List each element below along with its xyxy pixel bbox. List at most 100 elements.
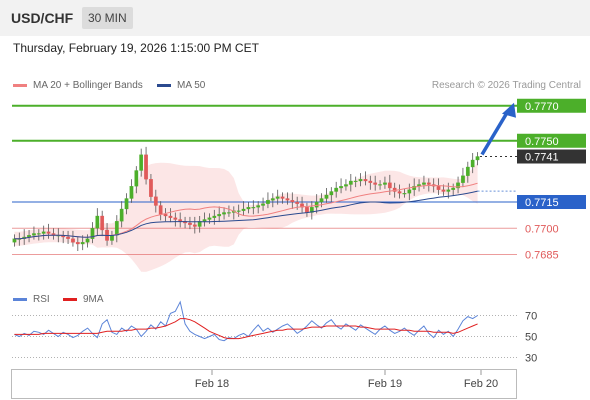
candle xyxy=(363,171,368,186)
bollinger-bands xyxy=(14,162,478,272)
candle-body xyxy=(451,187,456,190)
candle xyxy=(270,193,275,208)
ma50-line xyxy=(14,190,478,240)
rsi-tick-label: 30 xyxy=(525,353,537,365)
rsi-tick-label: 70 xyxy=(525,311,537,323)
level-label-support: 0.7685 xyxy=(525,250,559,262)
candle xyxy=(348,174,353,192)
candle-body xyxy=(470,159,475,168)
candle xyxy=(456,176,460,194)
chart-header: USD/CHF 30 MIN xyxy=(0,0,590,36)
rsi-ma-line xyxy=(14,318,478,340)
candle-body xyxy=(348,180,353,185)
legend-label-ma50: MA 50 xyxy=(177,80,206,91)
candle-body xyxy=(251,207,256,209)
candle xyxy=(149,174,153,202)
candle xyxy=(129,179,134,203)
candle xyxy=(387,174,392,195)
candle-body xyxy=(314,201,319,208)
candle xyxy=(339,178,343,194)
candle xyxy=(227,205,231,217)
legend-rsi-ma: 9MA xyxy=(63,294,104,305)
candle-body xyxy=(41,231,46,234)
timeframe-button[interactable]: 30 MIN xyxy=(82,7,133,29)
candle-body xyxy=(227,212,231,214)
legend-rsi: RSI xyxy=(13,294,50,305)
candle-body xyxy=(46,231,51,234)
level-label-text: 0.7685 xyxy=(525,250,559,262)
candle xyxy=(465,161,470,183)
candle-body xyxy=(465,166,470,176)
candle-body xyxy=(197,221,202,227)
candle-body xyxy=(212,215,217,218)
level-label-text: 0.7770 xyxy=(525,101,559,113)
candle-body xyxy=(270,198,275,201)
candle-body xyxy=(397,191,402,194)
candle-body xyxy=(71,238,75,243)
candle-body xyxy=(149,179,153,197)
research-credit: Research © 2026 Trading Central xyxy=(431,80,581,91)
candle-body xyxy=(144,154,148,180)
candle xyxy=(85,234,90,248)
time-axis-frame xyxy=(11,369,517,399)
candle xyxy=(246,202,251,214)
candle xyxy=(451,183,456,196)
candle xyxy=(241,201,246,216)
candle xyxy=(290,192,295,209)
candle xyxy=(407,183,412,201)
candle-body xyxy=(436,186,441,190)
candle xyxy=(75,237,80,251)
candle xyxy=(36,229,41,241)
candle xyxy=(378,180,382,190)
candle-body xyxy=(178,219,183,222)
candle-body xyxy=(422,182,426,185)
candle-body xyxy=(158,205,163,215)
candle-body xyxy=(217,214,222,217)
candle xyxy=(300,196,304,213)
candle-body xyxy=(119,208,124,222)
candle-body xyxy=(363,179,368,182)
level-label-pivot: 0.7715 xyxy=(517,195,586,209)
candle xyxy=(285,192,290,205)
candle xyxy=(100,210,105,237)
candle-body xyxy=(412,186,417,190)
candle-body xyxy=(110,235,114,241)
candle-body xyxy=(90,228,95,239)
legend-swatch-ma50 xyxy=(157,84,171,87)
candle-body xyxy=(241,208,246,211)
candle xyxy=(222,207,226,220)
candle-body xyxy=(324,194,329,199)
candle-body xyxy=(295,201,300,204)
candle xyxy=(163,208,168,222)
candle xyxy=(329,187,334,202)
level-label-text: 0.7750 xyxy=(525,136,559,148)
candle xyxy=(470,153,475,174)
candle-body xyxy=(188,222,192,225)
candle xyxy=(373,175,378,191)
candle xyxy=(217,206,222,223)
candle-body xyxy=(153,196,158,206)
candle-body xyxy=(246,207,251,210)
candle xyxy=(71,230,75,247)
candle xyxy=(475,152,480,166)
candle xyxy=(124,193,129,215)
candle xyxy=(422,175,426,189)
candle xyxy=(397,184,402,199)
candle-body xyxy=(12,238,17,243)
candle-body xyxy=(32,233,36,236)
candle-body xyxy=(80,242,85,245)
level-label-box xyxy=(517,149,586,164)
candle xyxy=(461,167,465,188)
candle-body xyxy=(300,203,304,208)
candle-body xyxy=(378,184,382,186)
legend-ma50: MA 50 xyxy=(157,80,205,91)
symbol-label: USD/CHF xyxy=(11,10,74,26)
candle-body xyxy=(319,198,324,203)
candle xyxy=(168,208,173,223)
candle xyxy=(353,176,358,188)
candle-body xyxy=(285,198,290,201)
candle xyxy=(119,201,124,228)
forecast-arrow-head xyxy=(502,102,516,118)
time-axis-label: Feb 20 xyxy=(464,378,498,390)
candle-body xyxy=(139,154,144,171)
